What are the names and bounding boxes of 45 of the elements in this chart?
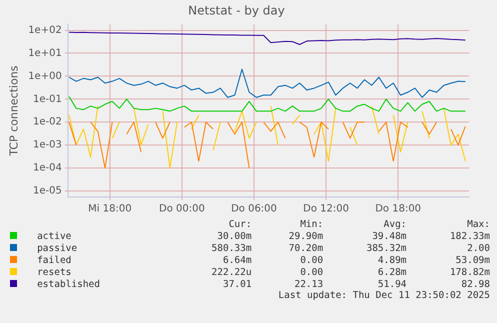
text: 82.98 <box>460 278 490 290</box>
text: 39.48m <box>371 230 407 242</box>
text: 178.82m <box>448 266 490 278</box>
text: 37.01 <box>222 278 252 290</box>
x-tick-label: Do 18:00 <box>375 204 422 215</box>
y-tick-label: 1e+00 <box>28 70 62 82</box>
text: 6.28m <box>376 266 407 278</box>
text: 0.00 <box>299 266 324 278</box>
text: 30.00m <box>216 230 252 242</box>
y-tick-label: 1e-02 <box>32 116 62 128</box>
text: 51.94 <box>376 278 407 290</box>
x-tick-label: Do 00:00 <box>159 204 205 215</box>
text: 222.22u <box>210 266 252 278</box>
x-tick-label: Mi 18:00 <box>88 204 132 215</box>
y-tick-label: 1e-01 <box>32 94 62 105</box>
text: Last update: Thu Dec 11 23:50:02 2025 <box>277 290 490 301</box>
y-tick-label: 1e-03 <box>32 140 62 151</box>
text: Min: <box>299 218 324 230</box>
y-tick-label: 1e+02 <box>28 24 62 36</box>
text: Avg: <box>382 218 407 230</box>
text: Cur: <box>228 218 252 230</box>
x-tick-label: Do 12:00 <box>303 204 349 215</box>
text: 385.32m <box>365 242 407 254</box>
text: 53.09m <box>454 254 490 266</box>
text: Max: <box>466 218 490 230</box>
y-tick-label: 1e-05 <box>32 186 62 197</box>
text: 70.20m <box>288 242 324 254</box>
text: 4.89m <box>376 254 407 266</box>
text: 580.33m <box>210 242 252 254</box>
y-tick-label: 1e-04 <box>32 162 62 174</box>
text: 2.00 <box>466 242 490 254</box>
legend-label: active <box>37 230 72 242</box>
legend-label: resets <box>37 266 72 278</box>
text: 29.90m <box>288 230 324 242</box>
legend-label: passive <box>37 242 78 254</box>
legend-label: established <box>37 278 101 290</box>
y-axis-title: TCP connections <box>7 65 20 157</box>
chart-title: Netstat - by day <box>188 3 285 18</box>
text: 22.13 <box>293 278 324 290</box>
text: 0.00 <box>299 254 324 266</box>
x-tick-label: Do 06:00 <box>231 204 277 215</box>
text: 182.33m <box>448 230 490 242</box>
y-tick-label: 1e+01 <box>28 48 62 59</box>
text: 6.64m <box>222 254 252 266</box>
legend-label: failed <box>37 254 72 266</box>
